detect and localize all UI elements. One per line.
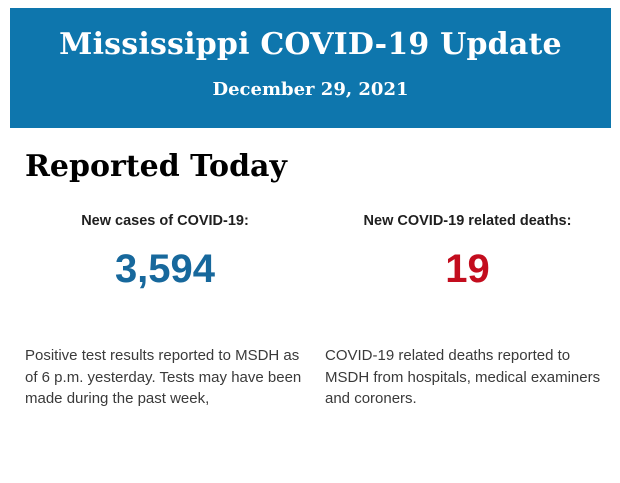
page-title: Mississippi COVID-19 Update xyxy=(59,27,562,62)
stat-new-cases: New cases of COVID-19: 3,594 Positive te… xyxy=(25,212,305,410)
stat-value-new-deaths: 19 xyxy=(445,247,490,291)
stat-label-new-deaths: New COVID-19 related deaths: xyxy=(363,213,572,229)
section-title: Reported Today xyxy=(25,149,287,184)
header-date: December 29, 2021 xyxy=(212,79,409,100)
stat-label-new-cases: New cases of COVID-19: xyxy=(81,213,249,229)
stat-new-deaths: New COVID-19 related deaths: 19 COVID-19… xyxy=(325,212,610,410)
header-banner: Mississippi COVID-19 Update December 29,… xyxy=(10,8,611,128)
stat-description-new-cases: Positive test results reported to MSDH a… xyxy=(25,347,302,407)
stats-columns: New cases of COVID-19: 3,594 Positive te… xyxy=(25,212,600,410)
stat-description-new-deaths: COVID-19 related deaths reported to MSDH… xyxy=(325,347,601,407)
stat-value-new-cases: 3,594 xyxy=(114,247,216,291)
content-area: Reported Today New cases of COVID-19: 3,… xyxy=(0,149,620,410)
newsletter-page: Mississippi COVID-19 Update December 29,… xyxy=(0,8,620,483)
